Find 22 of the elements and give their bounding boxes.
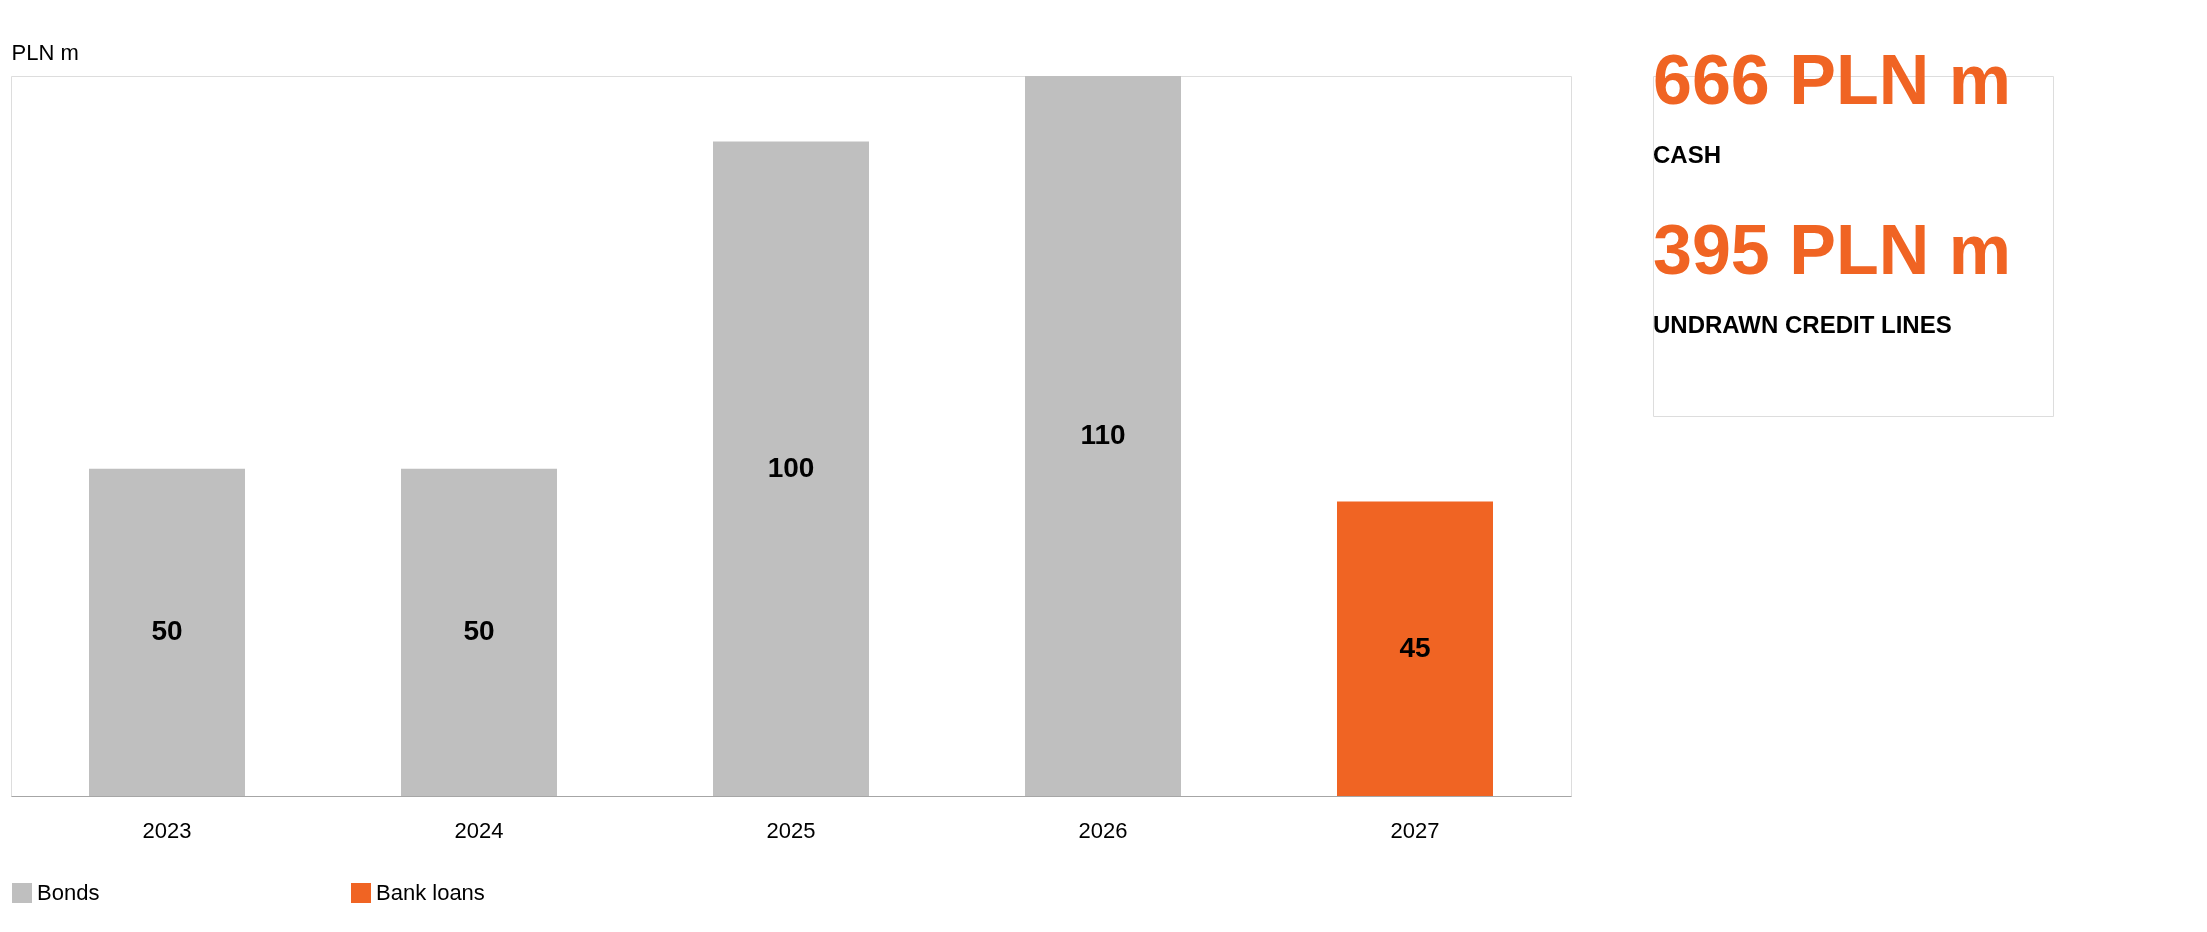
y-axis-title: PLN m	[11, 39, 79, 65]
bar	[401, 468, 557, 796]
bar	[89, 468, 245, 796]
data-label: 50	[151, 615, 183, 647]
bar	[1025, 76, 1181, 796]
x-tick-label: 2024	[454, 817, 504, 843]
text: CASH	[1653, 140, 1722, 168]
text: UNDRAWN CREDIT LINES	[1653, 310, 1952, 338]
legend-label: Bonds	[37, 880, 100, 905]
x-tick-label: 2027	[1390, 817, 1440, 843]
data-label: 110	[1080, 419, 1126, 450]
text: 666 PLN m	[1653, 40, 2011, 119]
x-tick-label: 2023	[142, 817, 192, 843]
legend-label: Bank loans	[376, 880, 485, 905]
x-tick-label: 2025	[766, 817, 816, 843]
data-label: 45	[1399, 631, 1431, 663]
x-tick-label: 2026	[1078, 817, 1128, 843]
bar	[713, 141, 869, 796]
data-label: 50	[463, 615, 495, 647]
data-label: 100	[767, 451, 815, 483]
text: 395 PLN m	[1653, 210, 2011, 289]
bar	[1337, 501, 1493, 796]
